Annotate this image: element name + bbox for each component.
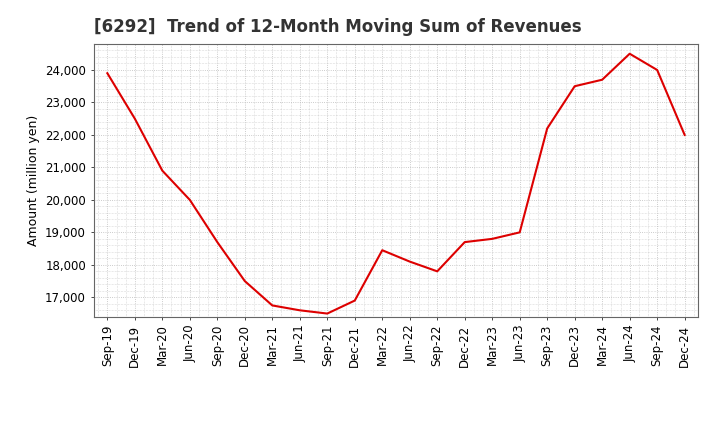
Text: [6292]  Trend of 12-Month Moving Sum of Revenues: [6292] Trend of 12-Month Moving Sum of R… bbox=[94, 18, 581, 36]
Y-axis label: Amount (million yen): Amount (million yen) bbox=[27, 115, 40, 246]
